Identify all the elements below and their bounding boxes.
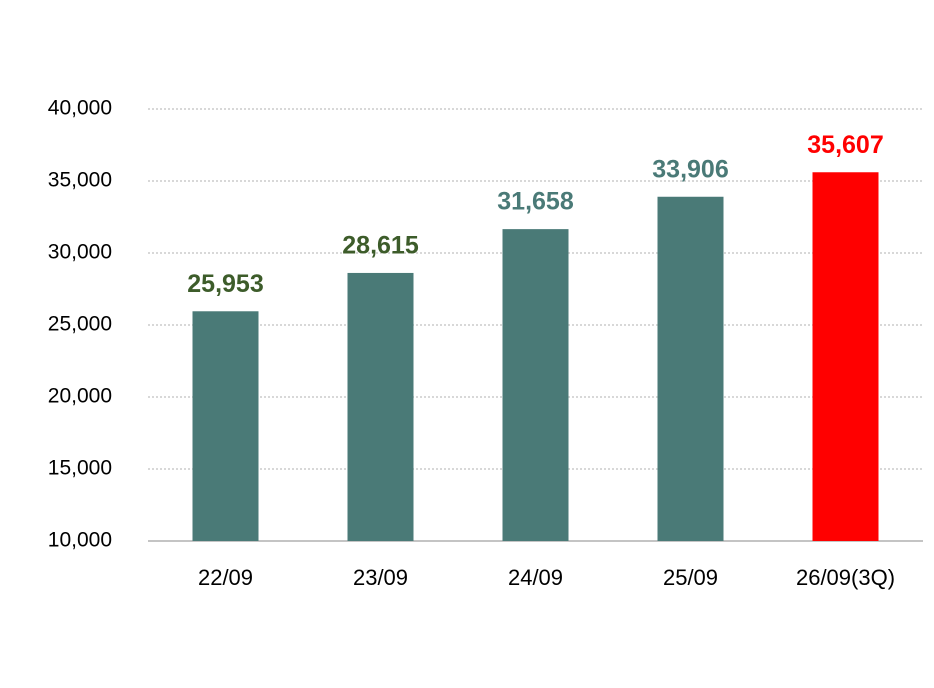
- y-tick-label: 20,000: [48, 385, 112, 408]
- bar: [502, 229, 569, 541]
- y-tick-label: 10,000: [48, 529, 112, 552]
- x-tick-label: 22/09: [198, 565, 253, 590]
- value-label: 35,607: [807, 131, 883, 159]
- y-tick-label: 40,000: [48, 97, 112, 120]
- bar: [192, 311, 259, 541]
- y-tick-label: 25,000: [48, 313, 112, 336]
- y-tick-label: 30,000: [48, 241, 112, 264]
- y-tick-label: 35,000: [48, 169, 112, 192]
- value-label: 28,615: [342, 232, 419, 260]
- x-tick-label: 25/09: [663, 565, 718, 590]
- y-tick-label: 15,000: [48, 457, 112, 480]
- bar: [657, 196, 724, 541]
- x-tick-label: 26/09(3Q): [796, 565, 895, 590]
- x-tick-label: 24/09: [508, 565, 563, 590]
- x-tick-label: 23/09: [353, 565, 408, 590]
- bar: [812, 172, 879, 541]
- value-label: 31,658: [497, 188, 574, 216]
- value-label: 33,906: [652, 155, 728, 183]
- value-label: 25,953: [187, 270, 263, 298]
- bar: [347, 272, 414, 541]
